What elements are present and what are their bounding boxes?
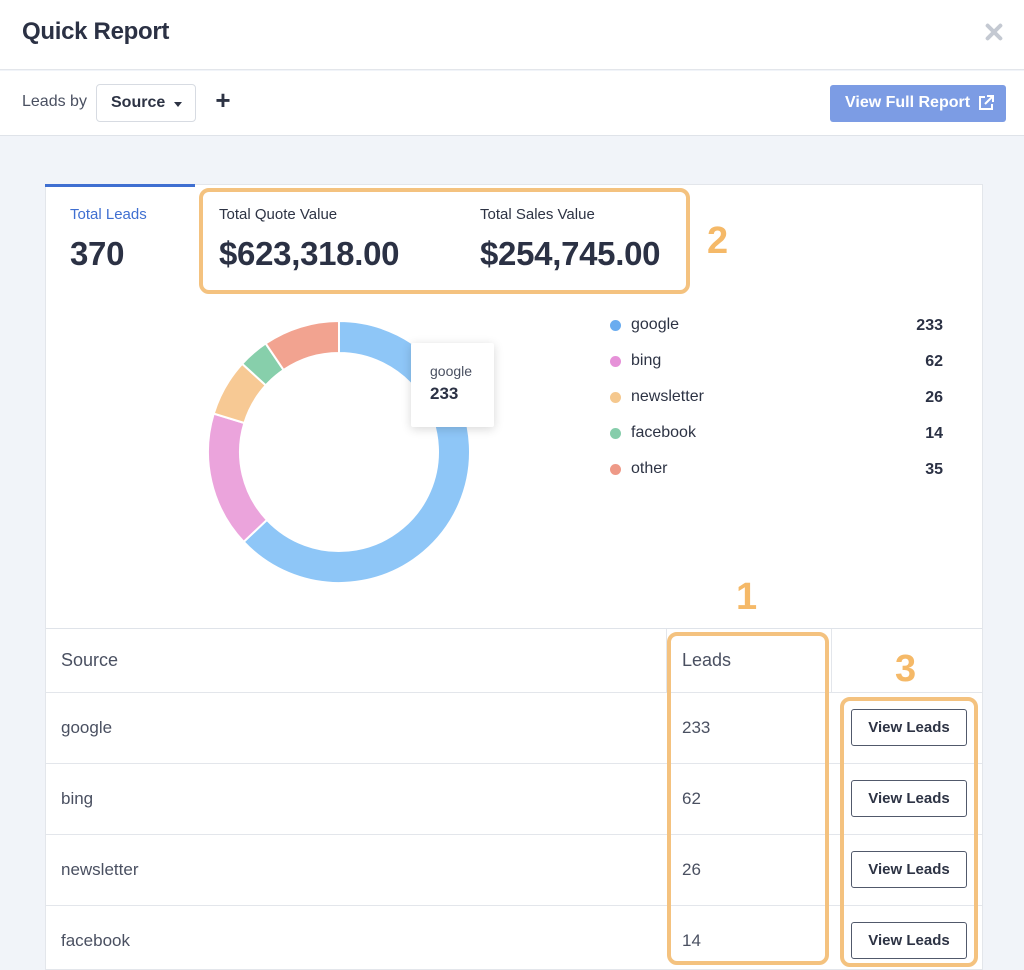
report-header: Quick Report [0, 0, 1024, 70]
row-leads: 62 [682, 789, 701, 808]
total-quote-value-label: Total Quote Value [219, 206, 338, 223]
row-source: bing [61, 789, 94, 808]
active-tab-indicator [45, 184, 195, 187]
total-leads-value: 370 [70, 235, 125, 272]
legend-item: other 35 [607, 458, 947, 482]
table-row: newsletter 26 View Leads [46, 835, 982, 906]
legend-name: facebook [631, 424, 696, 441]
tooltip-value: 233 [430, 384, 459, 403]
highlight-box-2 [199, 188, 690, 294]
external-link-icon [979, 95, 994, 110]
column-header-leads: Leads [682, 650, 732, 670]
view-leads-button[interactable]: View Leads [851, 709, 967, 746]
tab-total-leads[interactable]: Total Leads [70, 206, 147, 223]
row-source: facebook [61, 931, 130, 950]
total-quote-value: $623,318.00 [219, 235, 400, 272]
add-grouping-button[interactable]: + [215, 85, 231, 115]
view-full-report-label: View Full Report [845, 94, 971, 111]
legend-name: google [631, 316, 680, 333]
table-row: google 233 View Leads [46, 693, 982, 764]
annotation-number-3: 3 [895, 648, 917, 690]
legend-dot-icon [610, 428, 621, 439]
column-divider [831, 629, 832, 693]
legend-item: google 233 [607, 314, 947, 338]
annotation-number-1: 1 [736, 576, 758, 618]
view-leads-label: View Leads [868, 932, 950, 949]
legend-dot-icon [610, 320, 621, 331]
legend-name: newsletter [631, 388, 704, 405]
view-leads-label: View Leads [868, 719, 950, 736]
column-divider [666, 629, 667, 693]
view-leads-label: View Leads [868, 790, 950, 807]
chart-tooltip: google 233 [411, 343, 494, 427]
view-leads-label: View Leads [868, 861, 950, 878]
close-icon[interactable] [982, 20, 1006, 44]
legend-dot-icon [610, 356, 621, 367]
legend-item: newsletter 26 [607, 386, 947, 410]
highlight-box-3 [840, 697, 978, 967]
caret-down-icon [174, 102, 182, 107]
leads-by-label: Leads by [22, 93, 87, 110]
total-sales-value-label: Total Sales Value [480, 206, 595, 223]
row-leads: 14 [682, 931, 701, 950]
legend-dot-icon [610, 464, 621, 475]
table-row: bing 62 View Leads [46, 764, 982, 835]
report-card: Total Leads 370 Total Quote Value $623,3… [45, 184, 983, 970]
view-leads-button[interactable]: View Leads [851, 780, 967, 817]
row-source: newsletter [61, 860, 139, 879]
legend-count: 35 [925, 461, 943, 478]
view-leads-button[interactable]: View Leads [851, 922, 967, 959]
legend-count: 62 [925, 353, 943, 370]
row-leads: 233 [682, 718, 711, 737]
tooltip-name: google [430, 363, 473, 379]
donut-slice-bing[interactable] [207, 412, 269, 544]
legend-count: 26 [925, 389, 943, 406]
total-sales-value: $254,745.00 [480, 235, 661, 272]
donut-slice-other[interactable] [264, 319, 340, 372]
legend-item: bing 62 [607, 350, 947, 374]
report-toolbar: Leads by Source + View Full Report [0, 71, 1024, 136]
legend-dot-icon [610, 392, 621, 403]
group-by-select-value: Source [111, 94, 166, 111]
highlight-box-1 [667, 632, 829, 965]
view-leads-button[interactable]: View Leads [851, 851, 967, 888]
legend-name: other [631, 460, 668, 477]
row-source: google [61, 718, 113, 737]
view-full-report-button[interactable]: View Full Report [830, 85, 1006, 122]
legend-name: bing [631, 352, 662, 369]
group-by-select[interactable]: Source [96, 84, 196, 122]
annotation-number-2: 2 [707, 220, 729, 262]
table-row: facebook 14 View Leads [46, 906, 982, 970]
page-title: Quick Report [22, 18, 170, 45]
leads-table: Source Leads google 233 View Leads bing … [46, 628, 982, 959]
legend-item: facebook 14 [607, 422, 947, 446]
column-header-source: Source [61, 650, 119, 670]
legend-count: 233 [916, 317, 943, 334]
row-leads: 26 [682, 860, 701, 879]
legend-count: 14 [925, 425, 943, 442]
table-header-row: Source Leads [46, 629, 982, 693]
